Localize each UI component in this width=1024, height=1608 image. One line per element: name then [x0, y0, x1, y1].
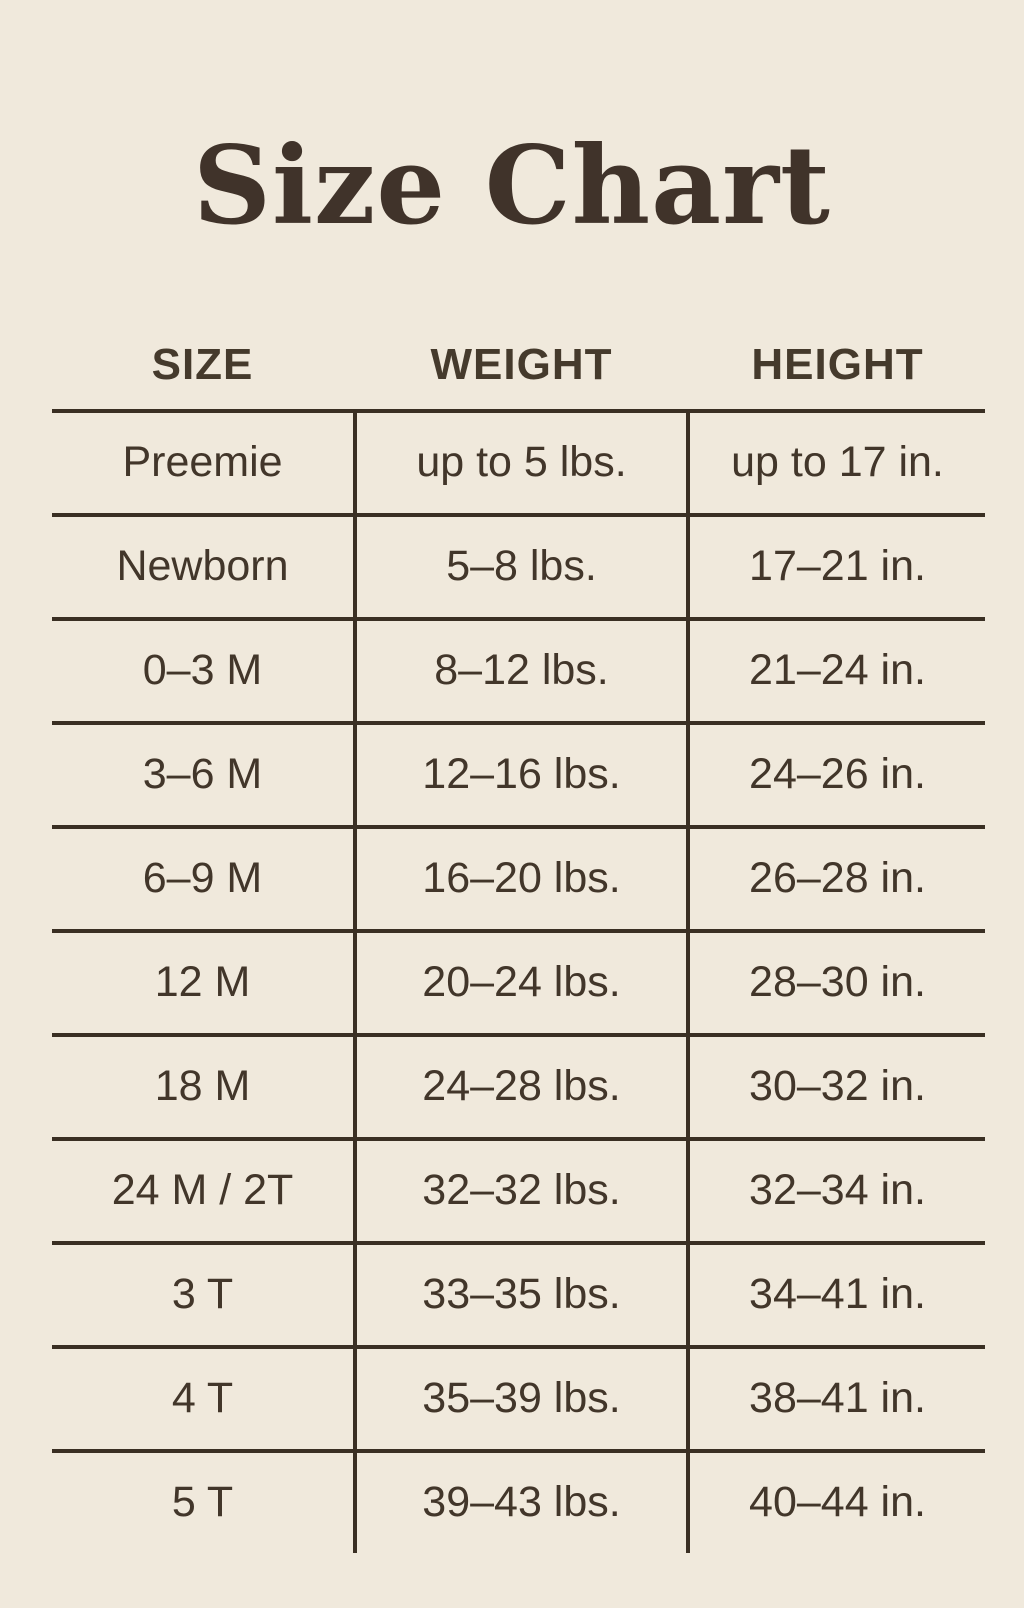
- weight-cell: 39–43 lbs.: [353, 1452, 690, 1553]
- page-title: Size Chart: [193, 123, 831, 250]
- weight-cell: 32–32 lbs.: [353, 1140, 690, 1241]
- size-cell: 24 M / 2T: [111, 1166, 294, 1215]
- table-row: 18 M 24–28 lbs. 30–32 in.: [52, 1032, 985, 1137]
- weight-cell: 12–16 lbs.: [353, 724, 690, 825]
- weight-cell: 35–39 lbs.: [353, 1348, 690, 1449]
- column-header-size: SIZE: [151, 339, 254, 389]
- height-cell: 17–21 in.: [749, 542, 926, 591]
- weight-cell: 33–35 lbs.: [353, 1244, 690, 1345]
- table-row: 0–3 M 8–12 lbs. 21–24 in.: [52, 616, 985, 721]
- table-row: 3–6 M 12–16 lbs. 24–26 in.: [52, 720, 985, 825]
- weight-cell: up to 5 lbs.: [353, 412, 690, 513]
- size-cell: Preemie: [122, 438, 283, 487]
- height-cell: 30–32 in.: [749, 1062, 926, 1111]
- table-row: 3 T 33–35 lbs. 34–41 in.: [52, 1240, 985, 1345]
- size-cell: 12 M: [154, 958, 251, 1007]
- column-header-weight: WEIGHT: [430, 339, 613, 389]
- column-header-height: HEIGHT: [751, 339, 924, 389]
- weight-cell: 16–20 lbs.: [353, 828, 690, 929]
- weight-cell: 24–28 lbs.: [353, 1036, 690, 1137]
- size-cell: 18 M: [154, 1062, 251, 1111]
- table-row: 4 T 35–39 lbs. 38–41 in.: [52, 1344, 985, 1449]
- size-cell: 4 T: [171, 1374, 234, 1423]
- size-cell: 3–6 M: [142, 750, 263, 799]
- height-cell: 38–41 in.: [749, 1374, 926, 1423]
- height-cell: 34–41 in.: [749, 1270, 926, 1319]
- table-row: 24 M / 2T 32–32 lbs. 32–34 in.: [52, 1136, 985, 1241]
- table-row: 12 M 20–24 lbs. 28–30 in.: [52, 928, 985, 1033]
- height-cell: 28–30 in.: [749, 958, 926, 1007]
- size-cell: 5 T: [171, 1478, 234, 1527]
- table-row: 6–9 M 16–20 lbs. 26–28 in.: [52, 824, 985, 929]
- height-cell: 32–34 in.: [749, 1166, 926, 1215]
- size-cell: 0–3 M: [142, 646, 263, 695]
- table-row: 5 T 39–43 lbs. 40–44 in.: [52, 1448, 985, 1553]
- table-row: Preemie up to 5 lbs. up to 17 in.: [52, 408, 985, 513]
- height-cell: 21–24 in.: [749, 646, 926, 695]
- height-cell: 26–28 in.: [749, 854, 926, 903]
- size-chart-table: SIZE WEIGHT HEIGHT Preemie up to 5 lbs. …: [52, 321, 985, 1553]
- size-cell: Newborn: [116, 542, 289, 591]
- size-cell: 6–9 M: [142, 854, 263, 903]
- table-header-row: SIZE WEIGHT HEIGHT: [52, 321, 985, 409]
- size-cell: 3 T: [171, 1270, 234, 1319]
- weight-cell: 5–8 lbs.: [353, 516, 690, 617]
- weight-cell: 8–12 lbs.: [353, 620, 690, 721]
- height-cell: 24–26 in.: [749, 750, 926, 799]
- weight-cell: 20–24 lbs.: [353, 932, 690, 1033]
- height-cell: 40–44 in.: [749, 1478, 926, 1527]
- table-row: Newborn 5–8 lbs. 17–21 in.: [52, 512, 985, 617]
- height-cell: up to 17 in.: [731, 438, 944, 487]
